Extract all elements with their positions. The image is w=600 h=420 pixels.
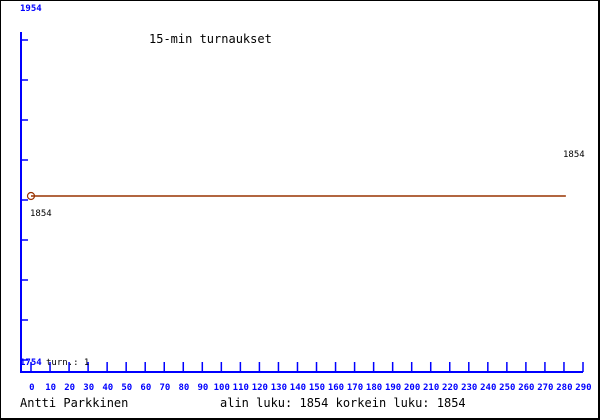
x-tick-label: 110 (232, 383, 249, 393)
x-tick-label: 60 (140, 383, 152, 393)
x-tick-label: 100 (213, 383, 230, 393)
x-tick-label: 190 (384, 383, 402, 393)
x-tick-label: 280 (556, 383, 573, 393)
x-tick-label: 130 (270, 383, 287, 393)
x-tick-label: 90 (197, 383, 209, 393)
author-label: Antti Parkkinen (20, 396, 129, 410)
x-tick-label: 210 (423, 383, 440, 393)
turn-count-label: turn.: 1 (46, 358, 90, 368)
start-value-label: 1854 (30, 209, 52, 219)
x-tick-label: 80 (178, 383, 190, 393)
data-point-marker (26, 191, 36, 201)
x-tick-label: 20 (64, 383, 76, 393)
chart-title: 15-min turnaukset (149, 32, 272, 46)
x-tick-label: 160 (327, 383, 345, 393)
stats-label: alin luku: 1854 korkein luku: 1854 (220, 396, 466, 410)
x-tick-label: 200 (403, 383, 421, 393)
x-tick-label: 290 (575, 383, 592, 393)
x-tick-label: 270 (537, 383, 554, 393)
x-tick-label: 150 (308, 383, 326, 393)
x-tick-label: 170 (346, 383, 364, 393)
x-tick-label: 50 (121, 383, 133, 393)
x-tick-label: 240 (480, 383, 497, 393)
x-tick-label: 70 (159, 383, 171, 393)
end-value-label: 1854 (563, 150, 585, 160)
x-tick-label: 260 (518, 383, 535, 393)
y-bottom-label: 1754 (20, 358, 42, 368)
x-tick-label: 0 (29, 383, 35, 393)
x-tick-label: 220 (442, 383, 459, 393)
x-tick-label: 140 (289, 383, 307, 393)
x-tick-label: 120 (251, 383, 268, 393)
y-top-label: 1954 (20, 4, 42, 14)
x-tick-label: 180 (365, 383, 383, 393)
x-tick-label: 10 (45, 383, 57, 393)
x-tick-label: 250 (499, 383, 516, 393)
x-tick-label: 40 (102, 383, 114, 393)
x-tick-label: 230 (461, 383, 478, 393)
x-tick-label: 30 (83, 383, 95, 393)
